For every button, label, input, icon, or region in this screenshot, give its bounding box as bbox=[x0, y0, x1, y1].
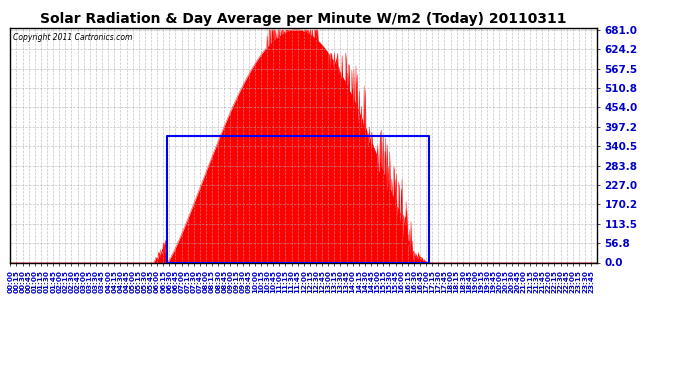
Text: Copyright 2011 Cartronics.com: Copyright 2011 Cartronics.com bbox=[13, 33, 132, 42]
Title: Solar Radiation & Day Average per Minute W/m2 (Today) 20110311: Solar Radiation & Day Average per Minute… bbox=[40, 12, 567, 26]
